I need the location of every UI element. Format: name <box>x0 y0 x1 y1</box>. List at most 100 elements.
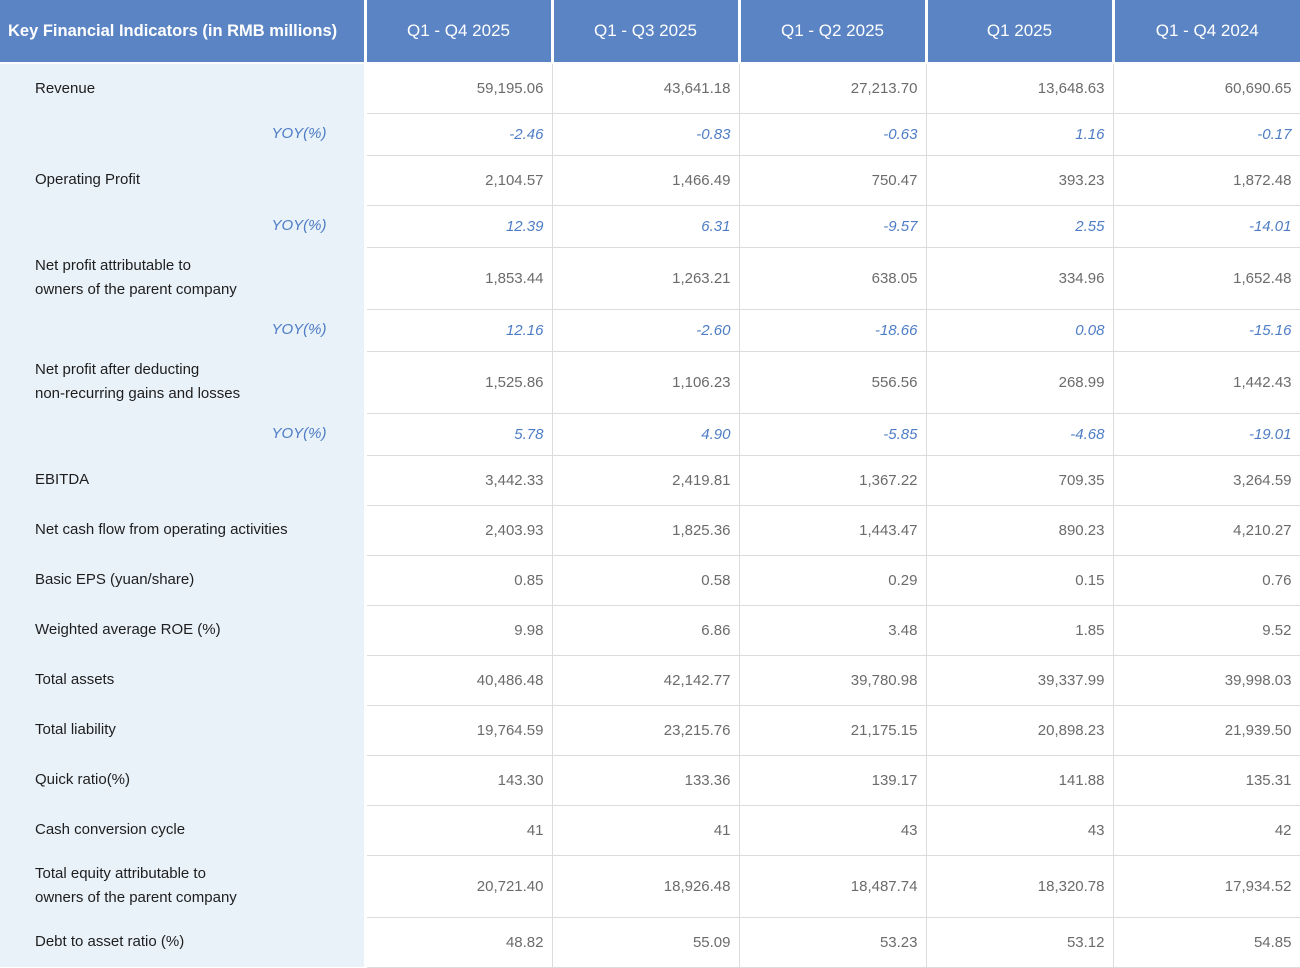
value-cell: 1,263.21 <box>551 247 739 310</box>
indicator-label: Quick ratio(%) <box>0 755 365 805</box>
indicator-label: Total liability <box>0 705 365 755</box>
table-row: Revenue 59,195.06 43,641.18 27,213.70 13,648… <box>0 63 1300 114</box>
value-cell: 18,320.78 <box>925 855 1113 918</box>
value-cell: 2,419.81 <box>551 455 739 506</box>
indicator-label: Total assets <box>0 655 365 705</box>
indicator-label: Net profit after deducting non-recurring… <box>0 351 365 413</box>
value-cell: 2.55 <box>925 205 1113 248</box>
value-cell: 135.31 <box>1112 755 1300 806</box>
table-body: Revenue 59,195.06 43,641.18 27,213.70 13,648… <box>0 63 1300 968</box>
value-cell: 1,106.23 <box>551 351 739 414</box>
value-cell: 393.23 <box>925 155 1113 206</box>
value-cell: 0.85 <box>363 555 552 606</box>
table-row: Basic EPS (yuan/share) 0.85 0.58 0.29 0.15 0.… <box>0 555 1300 606</box>
indicator-label: Cash conversion cycle <box>0 805 365 855</box>
value-cell: -2.46 <box>363 113 552 156</box>
value-cell: 19,764.59 <box>363 705 552 756</box>
value-cell: 0.29 <box>738 555 926 606</box>
value-cell: -5.85 <box>738 413 926 456</box>
table-title: Key Financial Indicators (in RMB million… <box>0 0 365 64</box>
value-cell: -19.01 <box>1112 413 1300 456</box>
value-cell: 27,213.70 <box>738 63 926 114</box>
value-cell: -9.57 <box>738 205 926 248</box>
indicator-label: EBITDA <box>0 455 365 505</box>
value-cell: 1,652.48 <box>1112 247 1300 310</box>
value-cell: 13,648.63 <box>925 63 1113 114</box>
yoy-row-label: YOY(%) <box>0 309 365 351</box>
table-row: EBITDA 3,442.33 2,419.81 1,367.22 709.35 3,26… <box>0 455 1300 506</box>
value-cell: -0.83 <box>551 113 739 156</box>
value-cell: 39,337.99 <box>925 655 1113 706</box>
value-cell: -0.17 <box>1112 113 1300 156</box>
table-row: YOY(%) 12.16 -2.60 -18.66 0.08 -15.16 <box>0 309 1300 352</box>
value-cell: -14.01 <box>1112 205 1300 248</box>
table-row: Total equity attributable to owners of t… <box>0 855 1300 918</box>
value-cell: 1.85 <box>925 605 1113 656</box>
value-cell: 1,853.44 <box>363 247 552 310</box>
column-header: Q1 - Q4 2024 <box>1111 0 1300 64</box>
table-row: YOY(%) 12.39 6.31 -9.57 2.55 -14.01 <box>0 205 1300 248</box>
value-cell: 0.76 <box>1112 555 1300 606</box>
value-cell: 2,104.57 <box>363 155 552 206</box>
value-cell: 41 <box>551 805 739 856</box>
column-header: Q1 2025 <box>924 0 1113 64</box>
yoy-row-label: YOY(%) <box>0 205 365 247</box>
value-cell: 54.85 <box>1112 917 1300 968</box>
value-cell: 21,175.15 <box>738 705 926 756</box>
value-cell: 12.16 <box>363 309 552 352</box>
indicator-label: Weighted average ROE (%) <box>0 605 365 655</box>
value-cell: 53.23 <box>738 917 926 968</box>
value-cell: 750.47 <box>738 155 926 206</box>
indicator-label: Basic EPS (yuan/share) <box>0 555 365 605</box>
table-row: Net profit after deducting non-recurring… <box>0 351 1300 414</box>
value-cell: 9.52 <box>1112 605 1300 656</box>
value-cell: 53.12 <box>925 917 1113 968</box>
table-row: Cash conversion cycle 41 41 43 43 42 <box>0 805 1300 856</box>
value-cell: 43 <box>738 805 926 856</box>
value-cell: 18,926.48 <box>551 855 739 918</box>
value-cell: 60,690.65 <box>1112 63 1300 114</box>
value-cell: 709.35 <box>925 455 1113 506</box>
table-row: Quick ratio(%) 143.30 133.36 139.17 141.88 13… <box>0 755 1300 806</box>
value-cell: 12.39 <box>363 205 552 248</box>
table-row: Net cash flow from operating activities 2… <box>0 505 1300 556</box>
value-cell: 141.88 <box>925 755 1113 806</box>
column-header: Q1 - Q2 2025 <box>737 0 926 64</box>
value-cell: 39,998.03 <box>1112 655 1300 706</box>
value-cell: 638.05 <box>738 247 926 310</box>
value-cell: -4.68 <box>925 413 1113 456</box>
table-row: Total assets 40,486.48 42,142.77 39,780.98 3… <box>0 655 1300 706</box>
value-cell: 1,367.22 <box>738 455 926 506</box>
value-cell: 268.99 <box>925 351 1113 414</box>
value-cell: 42 <box>1112 805 1300 856</box>
value-cell: 556.56 <box>738 351 926 414</box>
value-cell: 18,487.74 <box>738 855 926 918</box>
value-cell: 21,939.50 <box>1112 705 1300 756</box>
value-cell: 39,780.98 <box>738 655 926 706</box>
value-cell: 890.23 <box>925 505 1113 556</box>
value-cell: 0.15 <box>925 555 1113 606</box>
value-cell: 4.90 <box>551 413 739 456</box>
value-cell: 4,210.27 <box>1112 505 1300 556</box>
value-cell: 55.09 <box>551 917 739 968</box>
table-row: Operating Profit 2,104.57 1,466.49 750.47 39… <box>0 155 1300 206</box>
indicator-label: Revenue <box>0 63 365 113</box>
value-cell: 139.17 <box>738 755 926 806</box>
value-cell: 5.78 <box>363 413 552 456</box>
value-cell: 41 <box>363 805 552 856</box>
value-cell: 1,525.86 <box>363 351 552 414</box>
indicator-label: Total equity attributable to owners of t… <box>0 855 365 917</box>
table-row: Total liability 19,764.59 23,215.76 21,175.… <box>0 705 1300 756</box>
value-cell: -2.60 <box>551 309 739 352</box>
value-cell: 59,195.06 <box>363 63 552 114</box>
value-cell: 6.31 <box>551 205 739 248</box>
indicator-label: Debt to asset ratio (%) <box>0 917 365 967</box>
indicator-label: Net profit attributable to owners of the… <box>0 247 365 309</box>
value-cell: 3.48 <box>738 605 926 656</box>
value-cell: -18.66 <box>738 309 926 352</box>
value-cell: 0.08 <box>925 309 1113 352</box>
table-row: Weighted average ROE (%) 9.98 6.86 3.48 1.85… <box>0 605 1300 656</box>
indicator-label: Operating Profit <box>0 155 365 205</box>
table-header: Key Financial Indicators (in RMB million… <box>0 0 1300 64</box>
